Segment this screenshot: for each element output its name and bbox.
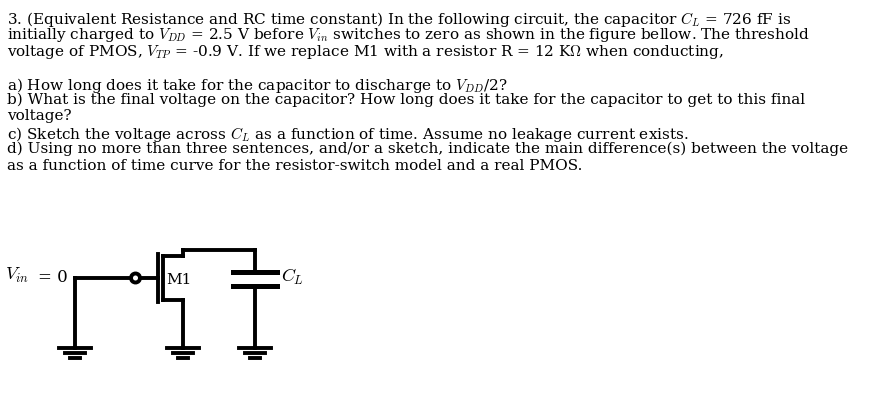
Text: 3. (Equivalent Resistance and RC time constant) In the following circuit, the ca: 3. (Equivalent Resistance and RC time co… bbox=[7, 10, 791, 29]
Text: = 0: = 0 bbox=[38, 270, 68, 286]
Text: M1: M1 bbox=[166, 273, 191, 287]
Text: initially charged to $V_{DD}$ = 2.5 V before $V_{in}$ switches to zero as shown : initially charged to $V_{DD}$ = 2.5 V be… bbox=[7, 26, 810, 44]
Text: voltage of PMOS, $V_{TP}$ = -0.9 V. If we replace M1 with a resistor R = 12 K$\O: voltage of PMOS, $V_{TP}$ = -0.9 V. If w… bbox=[7, 43, 724, 61]
Text: c) Sketch the voltage across $C_L$ as a function of time. Assume no leakage curr: c) Sketch the voltage across $C_L$ as a … bbox=[7, 125, 689, 145]
Text: a) How long does it take for the capacitor to discharge to $V_{DD}$/2?: a) How long does it take for the capacit… bbox=[7, 76, 508, 95]
Text: b) What is the final voltage on the capacitor? How long does it take for the cap: b) What is the final voltage on the capa… bbox=[7, 92, 805, 107]
Text: $C_L$: $C_L$ bbox=[281, 267, 304, 287]
Text: voltage?: voltage? bbox=[7, 109, 72, 123]
Text: $V_{in}$: $V_{in}$ bbox=[5, 265, 29, 285]
Text: as a function of time curve for the resistor-switch model and a real PMOS.: as a function of time curve for the resi… bbox=[7, 158, 582, 173]
Text: d) Using no more than three sentences, and/or a sketch, indicate the main differ: d) Using no more than three sentences, a… bbox=[7, 142, 848, 156]
